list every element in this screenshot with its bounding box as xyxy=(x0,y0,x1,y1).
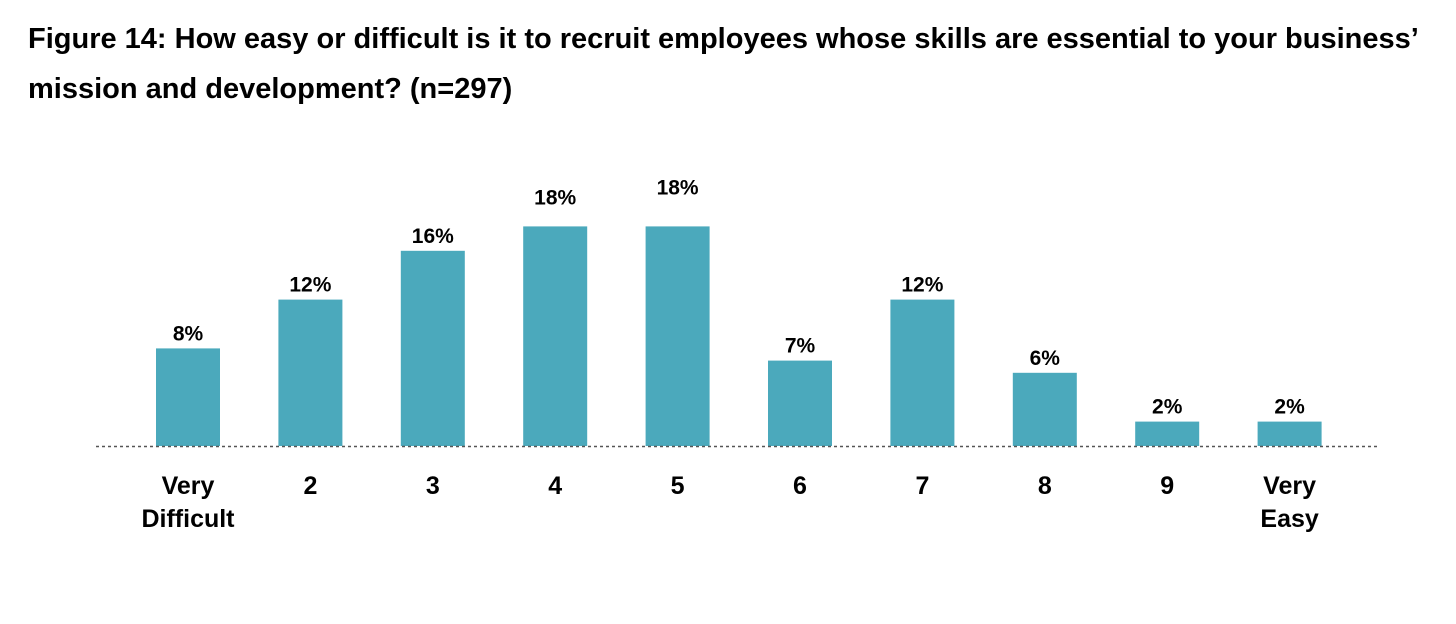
x-tick-label-line: 8 xyxy=(1038,472,1052,500)
bar-3 xyxy=(400,250,465,446)
bar-value-label: 2% xyxy=(1274,396,1305,419)
bar-4 xyxy=(523,226,588,446)
x-tick-label-line: 7 xyxy=(915,472,929,500)
x-tick-label-line: 5 xyxy=(671,472,685,500)
bar-value-label: 7% xyxy=(785,335,816,358)
x-tick-label-line: 9 xyxy=(1160,472,1174,500)
bar-value-label: 18% xyxy=(534,186,576,209)
x-tick-label-line: 4 xyxy=(548,472,562,500)
x-tick-label: 8 xyxy=(1038,472,1052,500)
bar-value-label: 18% xyxy=(657,176,699,199)
x-tick-label: Very Easy xyxy=(1260,472,1318,533)
bar-value-label: 12% xyxy=(289,274,331,297)
x-tick-label: 6 xyxy=(793,472,807,500)
bar-9 xyxy=(1135,421,1200,446)
x-tick-label-line: 3 xyxy=(426,472,440,500)
x-tick-label-line: 2 xyxy=(303,472,317,500)
x-tick-label-line: Difficult xyxy=(141,505,235,533)
x-tick-label-line: Very xyxy=(162,472,215,500)
bar-value-label: 2% xyxy=(1152,396,1183,419)
x-tick-label: 3 xyxy=(426,472,440,500)
x-tick-label-line: 6 xyxy=(793,472,807,500)
bar-6 xyxy=(768,360,832,446)
x-axis-tick-labels: Very Difficult 2 3 4 5 6 7 8 9 Very Easy xyxy=(141,472,1318,533)
bar-value-label: 6% xyxy=(1030,347,1061,370)
x-tick-label-line: Easy xyxy=(1260,505,1318,533)
bar-value-label: 12% xyxy=(901,274,943,297)
bar-7 xyxy=(890,299,955,446)
bar-2 xyxy=(278,299,343,446)
bar-10 xyxy=(1257,421,1322,446)
x-tick-label: 7 xyxy=(915,472,929,500)
chart-title: Figure 14: How easy or difficult is it t… xyxy=(28,23,1418,105)
x-tick-label: 5 xyxy=(671,472,685,500)
x-tick-label: 9 xyxy=(1160,472,1174,500)
bar-value-label: 16% xyxy=(412,225,454,248)
bar-5 xyxy=(645,226,710,446)
bar-value-label: 8% xyxy=(173,322,204,345)
x-tick-label: Very Difficult xyxy=(141,472,235,533)
x-tick-label-line: Very xyxy=(1263,472,1316,500)
x-tick-label: 2 xyxy=(303,472,317,500)
bar-1 xyxy=(156,348,220,446)
bars-group xyxy=(156,226,1322,446)
bar-8 xyxy=(1012,372,1077,446)
value-labels-group: 8% 12% 16% 18% 18% 7% 12% 6% 2% 2% xyxy=(173,176,1305,418)
x-tick-label: 4 xyxy=(548,472,562,500)
